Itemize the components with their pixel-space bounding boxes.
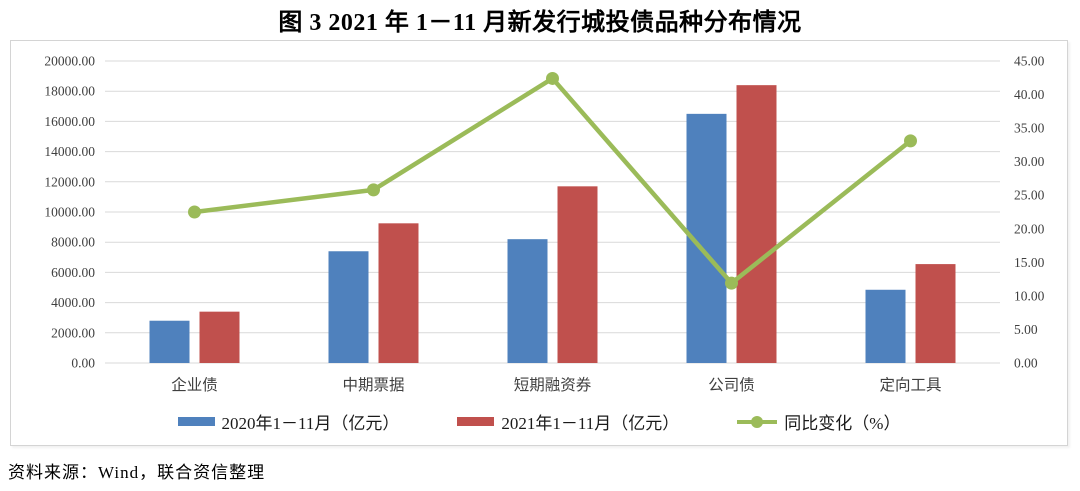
right-axis-tick-label: 20.00 [1014, 221, 1045, 236]
bar-2021-公司债 [736, 85, 777, 363]
blue-bar-swatch-icon [177, 417, 215, 426]
green-line-dot-swatch-icon [737, 415, 778, 429]
right-axis-tick-label: 10.00 [1014, 288, 1045, 303]
right-axis-tick-label: 25.00 [1014, 188, 1045, 203]
category-label-公司债: 公司债 [708, 376, 755, 394]
yoy-marker-企业债 [188, 205, 201, 219]
chart-canvas: 0.00 2000.00 4000.00 6000.00 8000.00 10000.00… [44, 54, 1045, 395]
left-axis-tick-label: 16000.00 [44, 114, 95, 129]
category-label-短期融资券: 短期融资券 [514, 376, 592, 394]
left-axis-tick-label: 2000.00 [51, 325, 95, 340]
legend-label-2021: 2021年1－11月（亿元） [501, 414, 680, 433]
left-axis-tick-label: 20000.00 [44, 54, 95, 69]
chart-title: 图 3 2021 年 1－11 月新发行城投债品种分布情况 [278, 10, 802, 36]
right-axis-tick-label: 30.00 [1014, 154, 1045, 169]
bar-2021-定向工具 [915, 264, 956, 363]
category-label-定向工具: 定向工具 [879, 376, 941, 394]
legend-item-2020: 2020年1－11月（亿元） [177, 409, 400, 434]
bar-2021-中期票据 [378, 223, 419, 363]
source-note: 资料来源：Wind，联合资信整理 [8, 463, 266, 482]
chart-legend: 2020年1－11月（亿元） 2021年1－11月（亿元） 同比变化（%） [11, 409, 1067, 434]
yoy-marker-中期票据 [367, 183, 380, 197]
bar-2020-短期融资券 [507, 239, 548, 363]
right-axis-tick-label: 15.00 [1014, 255, 1045, 270]
right-axis-tick-label: 45.00 [1014, 54, 1045, 69]
legend-label-2020: 2020年1－11月（亿元） [221, 414, 400, 433]
left-axis-tick-label: 18000.00 [44, 84, 95, 99]
left-axis-tick-label: 8000.00 [51, 235, 95, 250]
legend-item-2021: 2021年1－11月（亿元） [457, 409, 679, 434]
right-axis-tick-label: 40.00 [1014, 87, 1045, 102]
yoy-marker-定向工具 [904, 134, 917, 148]
left-axis-tick-label: 6000.00 [51, 265, 95, 280]
left-axis-tick-label: 0.00 [71, 356, 95, 371]
left-axis-tick-label: 14000.00 [44, 144, 95, 159]
bar-2020-定向工具 [865, 289, 906, 363]
left-axis-tick-label: 10000.00 [44, 205, 95, 220]
legend-item-yoy: 同比变化（%） [737, 409, 900, 434]
legend-label-yoy: 同比变化（%） [784, 414, 901, 433]
right-axis-tick-label: 0.00 [1014, 356, 1038, 371]
chart-area: 0.00 2000.00 4000.00 6000.00 8000.00 10000.00… [10, 40, 1068, 446]
bar-2020-企业债 [149, 320, 190, 363]
right-axis-tick-label: 35.00 [1014, 121, 1045, 136]
bar-2021-企业债 [199, 311, 240, 363]
left-axis-tick-label: 4000.00 [51, 295, 95, 310]
yoy-marker-短期融资券 [546, 71, 559, 85]
yoy-line [192, 76, 913, 286]
bar-2021-短期融资券 [557, 186, 598, 363]
red-bar-swatch-icon [457, 417, 495, 426]
category-label-中期票据: 中期票据 [342, 376, 404, 394]
yoy-marker-公司债 [725, 276, 738, 290]
bar-2020-中期票据 [328, 251, 369, 363]
right-axis-tick-label: 5.00 [1014, 322, 1038, 337]
category-label-企业债: 企业债 [171, 376, 218, 394]
left-axis-tick-label: 12000.00 [44, 174, 95, 189]
